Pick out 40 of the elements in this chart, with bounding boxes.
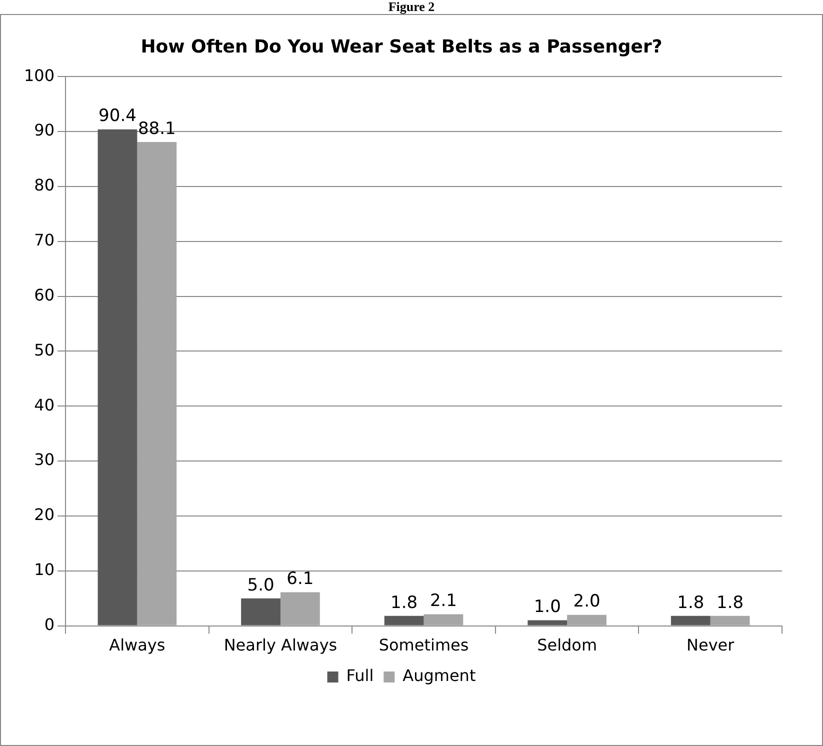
caption: Figure 2: [387, 0, 436, 14]
y-tick-label: 10: [34, 560, 55, 580]
y-tick-label: 100: [24, 66, 55, 85]
bar: [137, 142, 177, 626]
x-tick-label: Always: [109, 636, 166, 655]
y-tick-label: 20: [34, 505, 55, 524]
y-tick-label: 70: [34, 230, 55, 250]
data-label: 6.1: [286, 569, 314, 590]
y-tick-label: 90: [34, 120, 55, 140]
bar: [424, 614, 464, 626]
bar: [98, 129, 138, 626]
bar: [528, 620, 568, 626]
bar: [241, 598, 280, 626]
data-label: 1.8: [390, 592, 418, 613]
data-label: 90.4: [98, 106, 136, 126]
bar: [710, 616, 750, 626]
bar: [384, 616, 424, 626]
x-tick-label: Never: [686, 636, 735, 655]
data-label: 88.1: [138, 118, 176, 139]
data-label: 2.0: [573, 592, 600, 612]
chart-title: How Often Do You Wear Seat Belts as a Passenger?: [140, 36, 662, 58]
y-tick-label: 40: [34, 395, 55, 414]
data-label: 5.0: [247, 575, 274, 596]
bar: [567, 614, 606, 626]
data-label: 2.1: [430, 591, 457, 612]
x-tick-label: Nearly Always: [224, 636, 338, 655]
x-tick-label: Sometimes: [378, 636, 469, 655]
legend-label: Full: [346, 666, 374, 686]
data-label: 1.8: [677, 592, 704, 613]
legend-label: Augment: [402, 666, 476, 686]
x-tick-label: Seldom: [537, 636, 598, 655]
bar: [670, 616, 710, 626]
y-tick-label: 80: [34, 176, 55, 195]
data-label: 1.8: [716, 592, 744, 613]
bar: [280, 592, 320, 626]
y-tick-label: 30: [34, 450, 55, 470]
y-tick-label: 0: [44, 614, 55, 634]
y-tick-label: 60: [34, 285, 55, 304]
data-label: 1.0: [534, 597, 561, 618]
y-tick-label: 50: [34, 340, 55, 360]
